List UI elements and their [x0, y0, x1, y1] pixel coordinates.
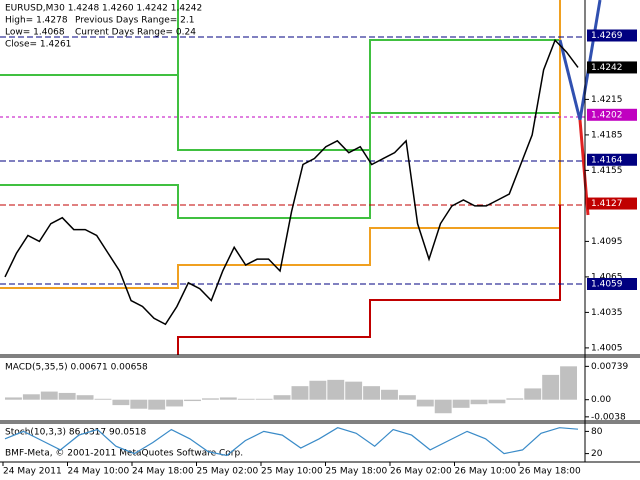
- prev-range: Previous Days Range= 2.1: [75, 16, 194, 26]
- close: Close= 1.4261: [5, 40, 71, 50]
- macd-bar: [452, 399, 470, 408]
- time-label: 24 May 2011: [3, 467, 62, 477]
- time-label: 25 May 10:00: [261, 467, 323, 477]
- time-label: 24 May 10:00: [68, 467, 130, 477]
- macd-bar: [327, 379, 345, 400]
- price-line: [4, 38, 579, 326]
- level-box: [587, 278, 637, 290]
- level-box: [587, 29, 637, 42]
- macd-bar: [470, 399, 488, 405]
- macd-bar: [166, 399, 184, 407]
- time-label: 26 May 02:00: [390, 467, 452, 477]
- level-label: 1.4242: [591, 63, 623, 73]
- macd-bar: [291, 386, 309, 400]
- macd-bar: [255, 398, 273, 400]
- low: Low= 1.4068: [5, 28, 65, 38]
- macd-bar: [273, 395, 291, 400]
- time-label: 26 May 10:00: [455, 467, 517, 477]
- macd-bar: [381, 389, 398, 400]
- y-tick-label: 1.4155: [591, 166, 623, 176]
- high: High= 1.4278: [5, 16, 68, 26]
- macd-bar: [398, 395, 416, 400]
- y-tick-label: 1.4185: [591, 130, 623, 140]
- time-label: 26 May 18:00: [519, 467, 581, 477]
- macd-bar: [237, 398, 255, 400]
- level-box: [587, 153, 637, 166]
- level-box: [587, 61, 637, 74]
- macd-bar: [488, 399, 506, 404]
- macd-bar: [5, 397, 22, 400]
- y-tick-label: 1.4095: [591, 237, 623, 247]
- time-label: 25 May 18:00: [326, 467, 388, 477]
- level-label: 1.4164: [591, 155, 623, 165]
- level-label: 1.4269: [591, 31, 623, 41]
- macd-bar: [201, 398, 219, 400]
- panel-borders: [0, 0, 640, 463]
- y-tick-label: -0.0038: [591, 412, 626, 422]
- macd-bar: [219, 397, 237, 400]
- macd-bar: [434, 399, 452, 414]
- macd-bar: [130, 399, 148, 409]
- macd-bar: [184, 399, 201, 402]
- level-label: 1.4127: [591, 199, 623, 209]
- stoch-line: [4, 427, 579, 457]
- y-tick-label: 0.00: [591, 395, 611, 405]
- level-box: [587, 197, 637, 210]
- stoch-label: Stoch(10,3,3) 86.0317 90.0518: [5, 428, 146, 438]
- y-tick-label: 20: [591, 449, 603, 459]
- symbol-line: EURUSD,M30 1.4248 1.4260 1.4242 1.4242: [5, 4, 202, 14]
- y-tick-label: 1.4065: [591, 272, 623, 282]
- macd-bar: [560, 366, 577, 400]
- channels: [0, 0, 602, 355]
- y-tick-label: 1.4035: [591, 308, 623, 318]
- macd-bar: [345, 381, 363, 400]
- level-box: [587, 108, 637, 121]
- macd-bar: [112, 399, 130, 406]
- copyright: BMF-Meta, © 2001-2011 MetaQuotes Softwar…: [5, 449, 243, 459]
- macd-bar: [94, 398, 112, 400]
- macd-bar: [542, 374, 560, 400]
- macd-bar: [363, 386, 381, 400]
- y-tick-label: 1.4215: [591, 95, 623, 105]
- y-tick-label: 80: [591, 427, 603, 437]
- y-tick-label: 1.4005: [591, 343, 623, 353]
- macd-bar: [58, 392, 76, 400]
- level-label: 1.4202: [591, 110, 623, 120]
- curr-range: Current Days Range= 0.24: [75, 28, 196, 38]
- macd-bar: [506, 398, 524, 400]
- time-label: 24 May 18:00: [132, 467, 194, 477]
- level-label: 1.4059: [591, 280, 623, 290]
- macd-bar: [416, 399, 434, 407]
- y-tick-label: 0.00739: [591, 362, 628, 372]
- macd-label: MACD(5,35,5) 0.00671 0.00658: [5, 363, 148, 373]
- time-label: 25 May 02:00: [197, 467, 259, 477]
- macd-bar: [40, 391, 58, 400]
- macd-bar: [309, 380, 327, 400]
- macd-bar: [148, 399, 166, 410]
- macd-bar: [22, 394, 40, 400]
- macd-bar: [524, 388, 542, 400]
- macd-bar: [76, 395, 94, 400]
